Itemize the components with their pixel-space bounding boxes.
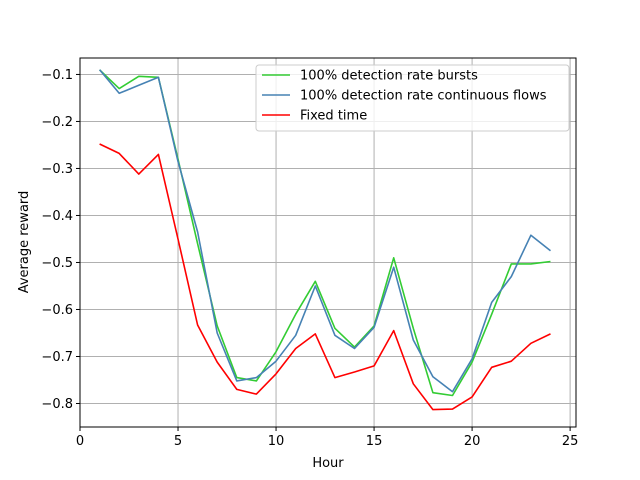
- x-tick-label: 20: [464, 434, 481, 449]
- plot-frame: [79, 57, 577, 428]
- x-axis-ticks: 0 5 10 15 20 25: [76, 427, 579, 449]
- legend-box: [255, 64, 570, 132]
- y-tick-label: −0.1: [41, 68, 73, 83]
- x-tick-label: 15: [366, 434, 383, 449]
- y-axis-ticks: −0.1 −0.2 −0.3 −0.4 −0.5 −0.6 −0.7 −0.8: [41, 68, 80, 412]
- legend: 100% detection rate bursts 100% detection…: [255, 64, 570, 132]
- y-axis-label: Average reward: [17, 191, 32, 294]
- y-tick-label: −0.2: [41, 115, 73, 130]
- x-tick-label: 10: [268, 434, 285, 449]
- y-tick-label: −0.8: [41, 397, 73, 412]
- legend-label: Fixed time: [300, 109, 367, 124]
- x-axis-label: Hour: [312, 456, 344, 471]
- legend-label: 100% detection rate bursts: [300, 69, 478, 84]
- y-tick-label: −0.4: [41, 209, 73, 224]
- y-tick-label: −0.6: [41, 303, 73, 318]
- y-tick-label: −0.3: [41, 162, 73, 177]
- legend-label: 100% detection rate continuous flows: [300, 89, 547, 104]
- series-line-3: [99, 143, 551, 411]
- series-line-2: [98, 69, 551, 393]
- x-tick-label: 5: [174, 434, 182, 449]
- series-lines: [98, 69, 551, 411]
- x-tick-label: 25: [562, 434, 579, 449]
- y-tick-label: −0.5: [41, 256, 73, 271]
- y-tick-label: −0.7: [41, 350, 73, 365]
- x-tick-label: 0: [76, 434, 84, 449]
